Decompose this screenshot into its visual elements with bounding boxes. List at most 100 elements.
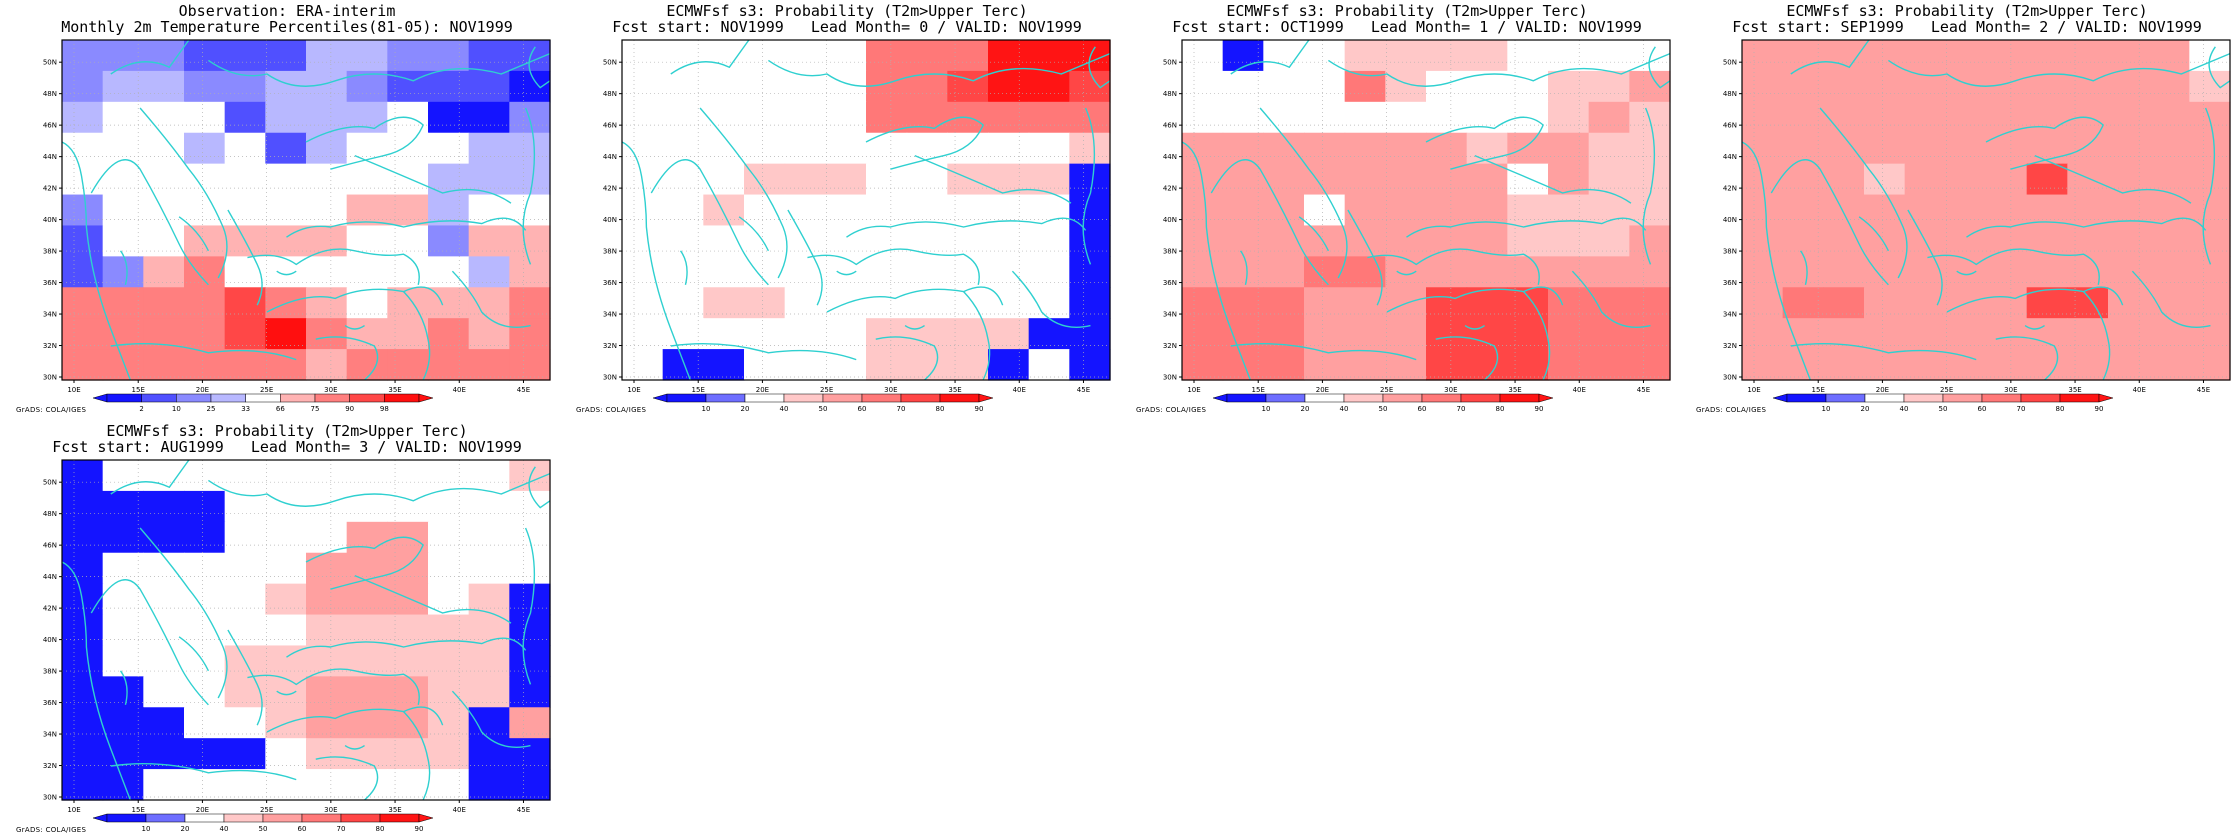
panel-title: Observation: ERA-interim xyxy=(178,2,396,20)
grid-cell xyxy=(662,256,704,288)
legend-swatch xyxy=(2020,393,2061,403)
grid-cell xyxy=(1904,101,1946,134)
legend-label: 40 xyxy=(220,825,229,833)
coastline xyxy=(846,218,1085,237)
grid-cell xyxy=(1466,194,1508,227)
legend-swatch xyxy=(384,393,420,403)
grid-cell xyxy=(1742,132,1784,165)
grid-cell xyxy=(428,460,470,492)
grid-cell xyxy=(346,194,388,227)
graticule xyxy=(1182,40,1670,380)
grid-cell xyxy=(2189,132,2231,165)
grid-cell xyxy=(265,318,307,350)
grid-cell xyxy=(1864,194,1906,227)
grid-cell xyxy=(1782,256,1824,288)
grid-cell xyxy=(306,738,348,770)
grid-cell xyxy=(703,163,745,196)
coastline xyxy=(1299,217,1328,251)
grid-cell xyxy=(2148,349,2190,381)
grid-cell xyxy=(866,318,908,350)
grid-cell xyxy=(387,132,429,165)
grid-cell xyxy=(1548,349,1590,381)
legend-label: 90 xyxy=(975,405,984,413)
coastline xyxy=(1475,156,1631,204)
grid-cell xyxy=(265,614,307,647)
grid-cell xyxy=(2189,225,2231,257)
grid-cell xyxy=(509,490,551,523)
grid-cell xyxy=(1426,101,1468,134)
grid-cell xyxy=(1426,318,1468,350)
grid-cell xyxy=(1426,287,1468,319)
grid-cell xyxy=(1028,101,1070,134)
graticule xyxy=(62,40,550,380)
grid-cell xyxy=(509,132,551,165)
grid-cell xyxy=(1344,256,1386,288)
grid-cell xyxy=(509,194,551,227)
legend-swatch xyxy=(900,393,941,403)
grid-cell xyxy=(2026,194,2068,227)
grid-cell xyxy=(1823,70,1865,103)
legend-arrow-high xyxy=(2098,393,2114,403)
grid-cell xyxy=(62,460,104,492)
coastline xyxy=(452,271,530,327)
map-frame xyxy=(61,39,551,381)
coastlines xyxy=(62,460,550,800)
grid-cell xyxy=(468,225,510,257)
grid-cell xyxy=(1344,40,1386,72)
x-tick-label: 10E xyxy=(1747,386,1760,394)
coastline xyxy=(2132,271,2210,327)
grid-cell xyxy=(1823,132,1865,165)
grid-cell xyxy=(1742,194,1784,227)
grid-cell xyxy=(2067,163,2109,196)
grid-cell xyxy=(509,287,551,319)
coastline xyxy=(1643,108,1654,264)
y-tick-label: 40N xyxy=(43,216,57,224)
grid-cell xyxy=(143,490,185,523)
coastlines xyxy=(62,40,550,380)
grid-cell xyxy=(62,645,104,677)
grads-credit: GrADS: COLA/IGES xyxy=(16,406,87,414)
coastline xyxy=(140,528,227,698)
grid-cell xyxy=(346,460,388,492)
legend-label: 90 xyxy=(1535,405,1544,413)
grid-cell xyxy=(224,583,266,616)
grid-cell xyxy=(62,101,104,134)
grid-cell xyxy=(622,287,664,319)
grid-cell xyxy=(1466,101,1508,134)
grid-cell xyxy=(62,769,104,801)
grid-cell xyxy=(62,738,104,770)
grid-cell xyxy=(825,40,867,72)
grid-cell xyxy=(1304,349,1346,381)
grid-cell xyxy=(428,70,470,103)
grid-cell xyxy=(1588,256,1630,288)
grid-cell xyxy=(947,163,989,196)
grid-cell xyxy=(224,460,266,492)
coastline xyxy=(1927,249,2099,285)
grid-cell xyxy=(102,349,144,381)
grid-cell xyxy=(866,349,908,381)
grid-cell xyxy=(1864,163,1906,196)
grid-cell xyxy=(1507,163,1549,196)
x-tick-label: 20E xyxy=(756,386,769,394)
grid-cell xyxy=(1344,318,1386,350)
coastline xyxy=(62,142,130,380)
grid-cell xyxy=(509,349,551,381)
grid-cell xyxy=(224,256,266,288)
grid-cell xyxy=(866,194,908,227)
grid-cell xyxy=(468,676,510,708)
grid-cell xyxy=(1426,163,1468,196)
coastline xyxy=(121,251,128,285)
coastline xyxy=(1241,251,1248,285)
y-tick-label: 50N xyxy=(1163,59,1177,67)
grid-cell xyxy=(143,614,185,647)
legend-swatch xyxy=(184,813,225,823)
coastline xyxy=(247,669,419,705)
coastline xyxy=(651,160,768,285)
grid-cell xyxy=(265,583,307,616)
grid-cell xyxy=(1629,70,1671,103)
coastline xyxy=(1426,117,1543,169)
grid-cell xyxy=(1222,132,1264,165)
grid-cell xyxy=(1507,194,1549,227)
grid-cell xyxy=(703,70,745,103)
grid-cell xyxy=(1864,225,1906,257)
